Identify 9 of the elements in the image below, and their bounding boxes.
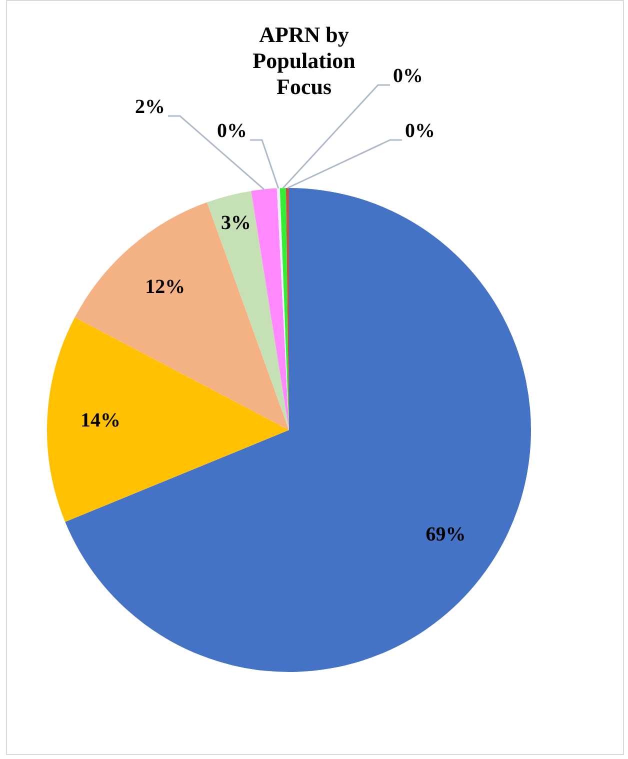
data-label: 0%: [217, 120, 247, 142]
data-label: 2%: [135, 96, 165, 118]
data-label: 3%: [221, 212, 252, 234]
data-label: 69%: [426, 523, 466, 546]
data-label: 0%: [393, 65, 423, 88]
data-label: 14%: [80, 409, 120, 432]
data-label: 0%: [405, 120, 435, 142]
data-label: 12%: [145, 276, 186, 298]
chart-title: APRN by Population Focus: [252, 22, 356, 100]
